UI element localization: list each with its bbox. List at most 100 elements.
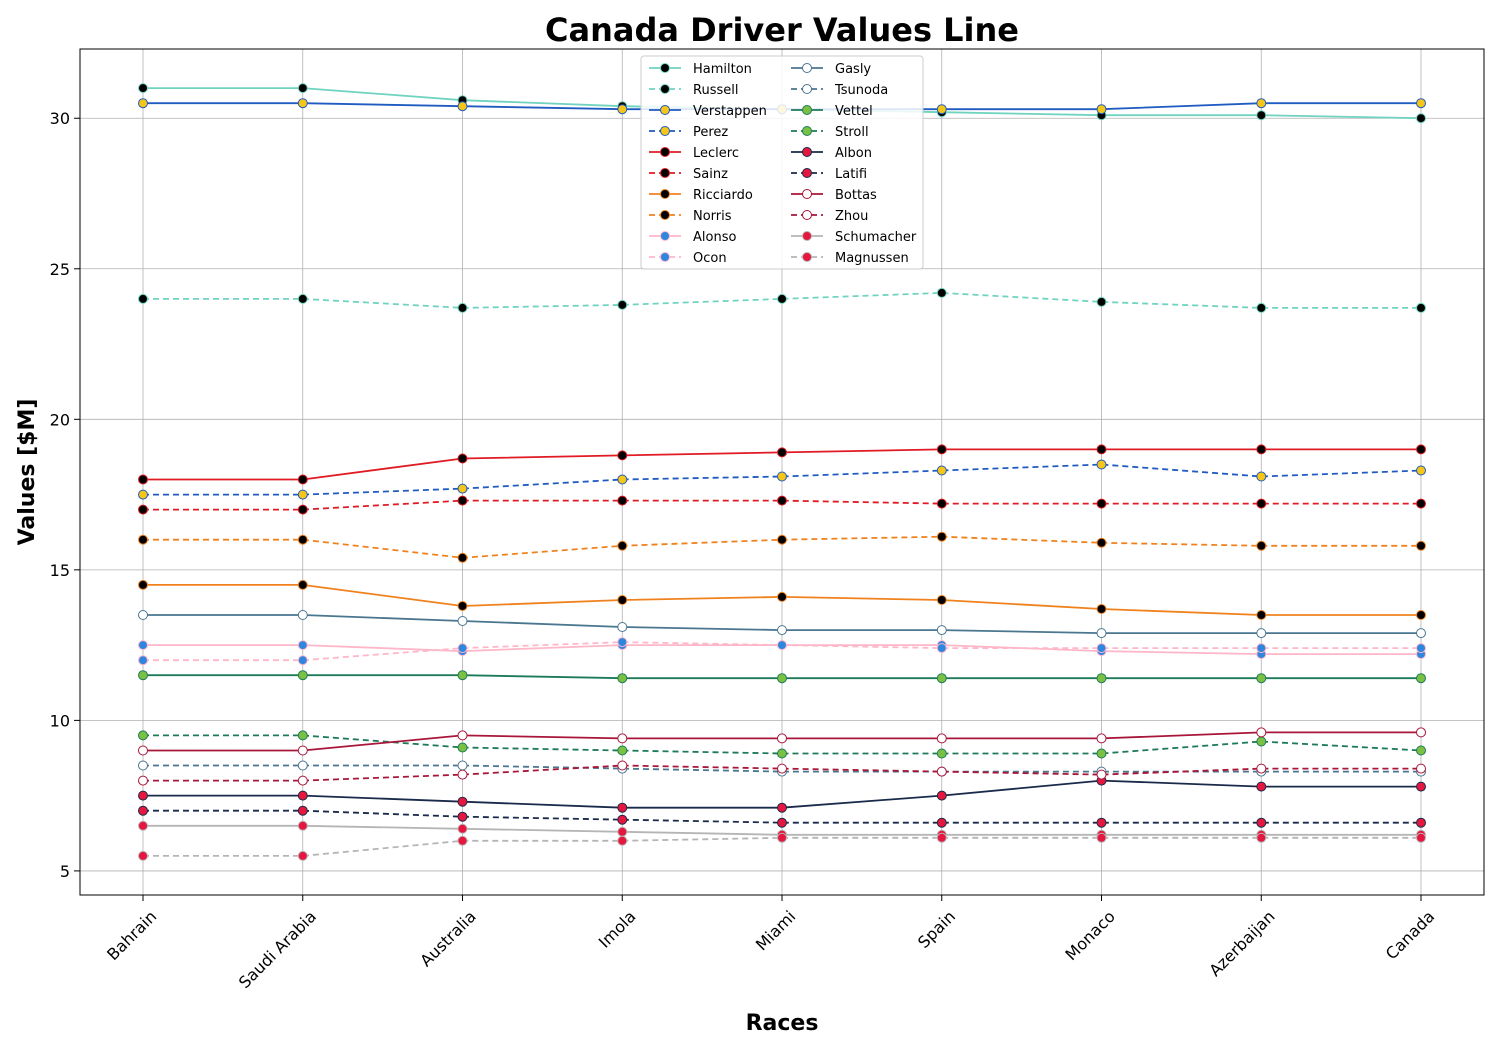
legend-swatch-marker: [660, 210, 670, 220]
data-point-tsunoda-australia: [457, 760, 468, 771]
data-point-russell-canada: [1416, 302, 1426, 313]
legend-item-latifi: Latifi: [791, 167, 867, 182]
data-point-stroll-canada: [1416, 745, 1426, 756]
data-point-zhou-bahrain: [138, 775, 148, 786]
data-point-gasly-imola: [617, 622, 628, 632]
data-point-zhou-monaco: [1096, 769, 1107, 780]
data-point-latifi-imola: [617, 814, 628, 825]
data-point-albon-australia: [457, 796, 468, 807]
legend-item-gasly: Gasly: [791, 62, 871, 77]
series-zhou: [138, 760, 1426, 786]
data-point-ocon-imola: [617, 637, 628, 648]
legend-box: [640, 55, 924, 270]
data-point-magnussen-imola: [617, 835, 628, 846]
data-point-ricciardo-monaco: [1096, 604, 1107, 614]
y-tick-label-10: 10: [50, 711, 70, 730]
data-point-sainz-canada: [1416, 498, 1426, 509]
data-point-stroll-miami: [777, 748, 787, 759]
data-point-vettel-saudi-arabia: [297, 670, 308, 681]
data-point-vettel-azerbaijan: [1256, 673, 1267, 684]
legend-item-russell: Russell: [649, 83, 738, 98]
data-point-sainz-spain: [936, 498, 947, 509]
legend-label-latifi: Latifi: [835, 167, 867, 182]
legend-swatch-marker: [802, 231, 812, 241]
data-point-gasly-canada: [1416, 628, 1426, 639]
data-point-ocon-bahrain: [138, 655, 148, 666]
data-point-norris-canada: [1416, 540, 1426, 551]
legend-swatch-marker: [660, 84, 670, 94]
legend-label-schumacher: Schumacher: [835, 230, 917, 245]
legend-swatch-marker: [660, 126, 670, 136]
series-line-perez: [143, 463, 1422, 496]
data-point-verstappen-azerbaijan: [1256, 98, 1267, 109]
data-point-norris-spain: [936, 531, 947, 542]
data-point-vettel-australia: [457, 670, 468, 681]
x-axis-title: Races: [746, 1011, 819, 1036]
y-tick-label-30: 30: [50, 109, 70, 128]
data-point-hamilton-azerbaijan: [1256, 110, 1267, 121]
data-point-ocon-miami: [777, 640, 787, 651]
data-point-bottas-saudi-arabia: [297, 745, 308, 756]
series-line-stroll: [143, 734, 1422, 755]
data-point-ricciardo-canada: [1416, 610, 1426, 620]
legend-label-magnussen: Magnussen: [835, 251, 909, 266]
data-point-albon-saudi-arabia: [297, 790, 308, 801]
data-point-vettel-canada: [1416, 673, 1426, 684]
data-point-perez-imola: [617, 474, 628, 485]
data-point-albon-spain: [936, 790, 947, 801]
series-line-tsunoda: [143, 764, 1421, 773]
data-point-ricciardo-miami: [777, 591, 787, 602]
data-point-latifi-bahrain: [138, 805, 148, 816]
data-point-leclerc-imola: [617, 450, 628, 461]
legend-label-verstappen: Verstappen: [693, 104, 767, 119]
data-point-leclerc-bahrain: [138, 474, 148, 485]
legend-swatch-marker: [802, 126, 812, 136]
legend-label-gasly: Gasly: [835, 62, 871, 77]
data-point-schumacher-saudi-arabia: [297, 820, 308, 831]
legend-label-bottas: Bottas: [835, 188, 877, 203]
data-point-vettel-imola: [617, 673, 628, 684]
data-point-ocon-monaco: [1096, 643, 1107, 654]
legend-swatch-marker: [802, 147, 812, 157]
data-point-russell-spain: [936, 287, 947, 298]
legend-item-alonso: Alonso: [649, 230, 736, 245]
legend-label-ricciardo: Ricciardo: [693, 188, 753, 203]
data-point-verstappen-saudi-arabia: [297, 98, 308, 109]
data-point-stroll-monaco: [1096, 748, 1107, 759]
data-point-ocon-azerbaijan: [1256, 643, 1267, 654]
legend-label-zhou: Zhou: [835, 209, 868, 224]
data-point-hamilton-canada: [1416, 113, 1426, 124]
series-line-zhou: [143, 764, 1421, 782]
series-gasly: [138, 610, 1426, 639]
data-point-russell-monaco: [1096, 296, 1107, 307]
data-point-verstappen-monaco: [1096, 104, 1107, 115]
legend-item-tsunoda: Tsunoda: [791, 83, 888, 98]
data-point-magnussen-spain: [936, 832, 947, 843]
data-point-stroll-spain: [936, 748, 947, 759]
legend-swatch-marker: [802, 84, 812, 94]
legend-label-ocon: Ocon: [693, 251, 727, 266]
legend-item-magnussen: Magnussen: [791, 251, 909, 266]
series-stroll: [138, 730, 1426, 759]
data-point-alonso-bahrain: [138, 640, 148, 651]
data-point-bottas-spain: [936, 733, 947, 744]
legend-swatch-marker: [802, 105, 812, 115]
data-point-bottas-miami: [777, 733, 787, 744]
data-point-perez-spain: [936, 465, 947, 476]
data-point-stroll-saudi-arabia: [297, 730, 308, 741]
legend-swatch-marker: [660, 189, 670, 199]
data-point-zhou-miami: [777, 763, 787, 774]
series-norris: [138, 531, 1426, 563]
legend-item-perez: Perez: [649, 125, 728, 140]
data-point-gasly-bahrain: [138, 610, 148, 620]
data-point-norris-bahrain: [138, 534, 148, 545]
data-point-perez-miami: [777, 471, 787, 482]
data-point-latifi-monaco: [1096, 817, 1107, 828]
legend-swatch-marker: [660, 168, 670, 178]
data-point-ocon-canada: [1416, 643, 1426, 654]
data-point-albon-canada: [1416, 781, 1426, 792]
series-bottas: [138, 727, 1426, 756]
data-point-russell-bahrain: [138, 293, 148, 304]
data-point-leclerc-miami: [777, 447, 787, 458]
